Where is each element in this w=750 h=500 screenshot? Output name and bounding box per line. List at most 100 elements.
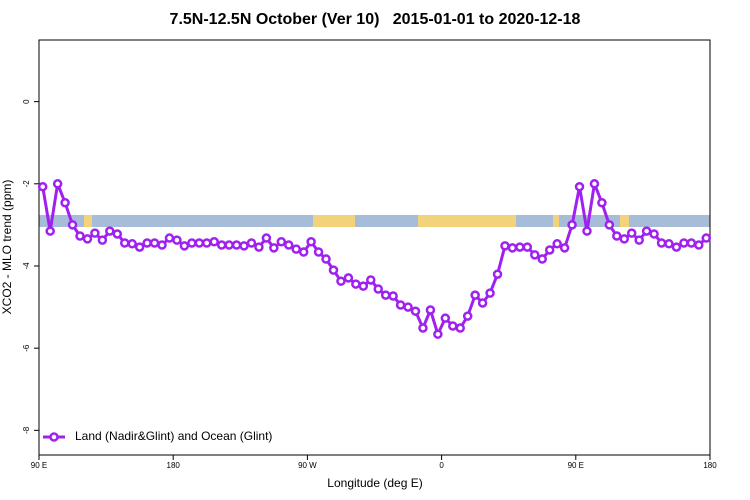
data-point xyxy=(202,238,212,248)
data-point xyxy=(142,238,152,248)
data-point xyxy=(544,245,555,255)
data-point xyxy=(343,273,354,283)
data-point xyxy=(462,311,473,321)
data-point xyxy=(37,181,48,192)
data-point xyxy=(634,235,644,245)
data-point xyxy=(567,220,577,230)
data-point xyxy=(410,306,421,316)
data-point xyxy=(298,247,309,257)
data-point xyxy=(209,236,219,247)
data-point xyxy=(313,247,324,257)
y-tick-label: -6 xyxy=(22,344,31,352)
y-tick-label: -4 xyxy=(22,262,31,270)
land-segment xyxy=(84,215,92,227)
data-point xyxy=(97,235,108,245)
ocean-band xyxy=(39,215,710,227)
data-point xyxy=(291,244,301,254)
data-point xyxy=(105,226,115,236)
data-point xyxy=(366,275,376,285)
land-segment xyxy=(620,215,629,227)
plot-frame xyxy=(38,39,711,456)
data-point xyxy=(686,238,697,248)
data-point xyxy=(597,197,607,208)
data-point xyxy=(388,291,398,301)
data-point xyxy=(52,179,63,189)
y-tick-label: -2 xyxy=(22,180,31,188)
data-point xyxy=(679,238,689,248)
data-point xyxy=(649,229,659,239)
data-point xyxy=(589,179,600,189)
land-segment xyxy=(553,215,559,227)
data-point xyxy=(358,281,369,291)
data-point xyxy=(477,298,488,308)
data-point xyxy=(522,242,533,252)
data-point xyxy=(418,323,428,333)
data-point xyxy=(433,329,443,339)
data-point xyxy=(507,243,518,253)
data-point xyxy=(82,234,93,244)
data-point xyxy=(60,197,70,208)
data-point xyxy=(582,226,592,236)
data-point xyxy=(403,302,413,312)
legend-label: Land (Nadir&Glint) and Ocean (Glint) xyxy=(75,429,272,443)
data-point xyxy=(448,321,458,331)
data-point xyxy=(269,243,279,253)
data-point xyxy=(224,240,234,250)
x-tick-label: 180 xyxy=(167,461,181,470)
data-point xyxy=(328,265,339,275)
x-tick-label: 180 xyxy=(703,461,717,470)
data-point xyxy=(612,231,622,241)
x-tick-label: 90 E xyxy=(31,461,47,470)
data-point xyxy=(440,313,451,323)
data-point xyxy=(149,238,160,248)
land-segment xyxy=(313,215,355,227)
data-point xyxy=(321,254,331,264)
data-point xyxy=(172,235,182,245)
data-point xyxy=(485,288,495,298)
x-tick-label: 90 W xyxy=(298,461,317,470)
data-point xyxy=(574,181,585,192)
data-point xyxy=(75,231,85,241)
data-point xyxy=(261,233,272,243)
data-point xyxy=(239,241,249,251)
data-point xyxy=(90,228,100,238)
data-point xyxy=(395,300,406,310)
data-point xyxy=(701,233,712,243)
data-point xyxy=(306,236,316,247)
data-point xyxy=(276,236,287,247)
data-point xyxy=(671,242,682,252)
data-point xyxy=(254,242,264,252)
data-point xyxy=(336,276,346,286)
series-line xyxy=(41,182,708,336)
land-segment xyxy=(418,215,516,227)
data-point xyxy=(619,234,630,244)
data-point xyxy=(694,240,704,250)
data-point xyxy=(604,220,615,230)
x-axis-label: Longitude (deg E) xyxy=(327,476,422,490)
data-point xyxy=(127,239,137,249)
data-point xyxy=(45,226,55,236)
land-ocean-strip xyxy=(39,215,710,227)
data-point xyxy=(157,240,167,250)
data-point xyxy=(194,238,205,248)
y-tick-label: 0 xyxy=(22,99,31,104)
legend-marker xyxy=(49,432,59,442)
data-point xyxy=(515,242,525,252)
data-point xyxy=(626,228,637,238)
data-point xyxy=(112,229,123,239)
data-point xyxy=(67,220,78,230)
data-point xyxy=(231,240,242,250)
data-point xyxy=(641,226,652,236)
data-point xyxy=(373,284,383,294)
y-tick-label: -8 xyxy=(22,426,31,434)
data-point xyxy=(500,241,510,251)
data-point xyxy=(470,290,480,300)
x-tick-label: 90 E xyxy=(568,461,584,470)
data-point xyxy=(664,239,674,249)
data-point xyxy=(119,238,130,248)
data-point xyxy=(552,239,562,249)
data-point xyxy=(559,243,570,253)
data-point xyxy=(380,290,391,300)
data-point xyxy=(351,279,361,289)
data-point xyxy=(134,242,145,252)
